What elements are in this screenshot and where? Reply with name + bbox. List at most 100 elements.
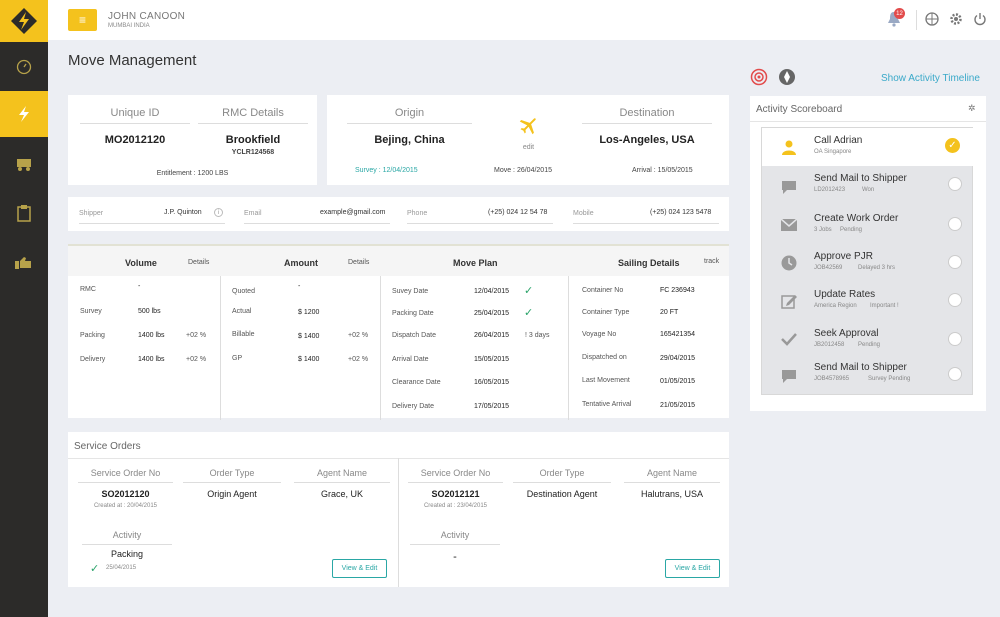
shipper-label: Shipper (79, 210, 104, 217)
sailing-row-value: 20 FT (660, 309, 679, 316)
app-logo[interactable] (0, 0, 48, 42)
amount-row-delta: +02 % (348, 356, 369, 363)
top-bar: ≡ JOHN CANOON MUMBAI INDIA 12 (48, 0, 1000, 40)
activity-item[interactable]: Call Adrian OA Singapore ✓ (762, 128, 974, 166)
target-button[interactable] (750, 68, 768, 86)
activity-title: Send Mail to Shipper (814, 362, 907, 373)
rmc-code: YCLR124568 (231, 149, 275, 156)
divider (220, 276, 221, 420)
agent-name: Grace, UK (320, 489, 363, 499)
activity-title: Create Work Order (814, 213, 899, 224)
activity-radio[interactable] (948, 217, 962, 231)
summary-card: Unique ID MO2012120 RMC Details Brookfie… (68, 95, 317, 185)
survey-date: Survey : 12/04/2015 (355, 167, 418, 174)
mobile-label: Mobile (573, 210, 594, 217)
phone-value[interactable]: (+25) 024 12 54 78 (488, 209, 548, 216)
order-created: Created at : 23/04/2015 (423, 503, 488, 509)
nav-dashboard[interactable] (0, 44, 48, 90)
gear-icon[interactable]: ✲ (968, 103, 976, 113)
plan-row-value: 16/05/2015 (474, 379, 510, 386)
activity-sub: America Region (814, 303, 857, 309)
origin-value: Bejing, China (374, 134, 445, 146)
order-activity: Packing (110, 549, 144, 559)
activity-radio[interactable] (948, 367, 962, 381)
move-plan-title: Move Plan (453, 258, 498, 268)
sailing-row-value: 165421354 (660, 331, 696, 338)
order-activity-date: 25/04/2015 (106, 565, 137, 571)
activity-item[interactable]: Update Rates America Region Important ! (762, 280, 974, 318)
volume-row-value: 500 lbs (138, 308, 161, 315)
activity-tag: Important ! (870, 303, 899, 309)
entitlement: Entitlement : 1200 LBS (156, 170, 229, 177)
gauge-icon (16, 59, 32, 75)
compass-button[interactable] (778, 68, 796, 86)
origin-label: Origin (347, 107, 472, 124)
activity-radio[interactable] (948, 177, 962, 191)
activity-item[interactable]: Approve PJR JOB42569 Delayed 3 hrs (762, 242, 974, 280)
show-timeline-link[interactable]: Show Activity Timeline (881, 73, 980, 84)
order-type-label: Order Type (513, 468, 611, 483)
activity-item[interactable]: Seek Approval JB2012458 Pending (762, 319, 974, 357)
divider (750, 121, 986, 122)
completed-check-icon[interactable]: ✓ (945, 138, 960, 153)
menu-button[interactable]: ≡ (68, 9, 97, 31)
activity-title: Seek Approval (814, 328, 879, 339)
order-activity: - (453, 551, 457, 563)
activity-label: Activity (410, 530, 500, 545)
sailing-row-value: 21/05/2015 (660, 402, 696, 409)
nav-transport[interactable] (0, 141, 48, 187)
service-orders-card: Service Orders Service Order No SO201212… (68, 432, 729, 587)
info-icon[interactable]: i (214, 208, 223, 217)
target-icon (750, 68, 768, 86)
nav-feedback[interactable] (0, 240, 48, 286)
chat-icon (780, 367, 798, 385)
page-title: Move Management (68, 52, 197, 69)
shipper-value[interactable]: J.P. Quinton (164, 209, 202, 216)
volume-details-link[interactable]: Details (188, 259, 210, 266)
nav-moves[interactable] (0, 91, 48, 137)
shipper-underline (79, 223, 225, 224)
agent-name-label: Agent Name (294, 468, 390, 483)
divider (398, 458, 399, 587)
sidebar (0, 0, 48, 617)
lightning-icon (19, 106, 29, 122)
amount-details-link[interactable]: Details (348, 259, 370, 266)
email-value[interactable]: example@gmail.com (320, 209, 386, 216)
details-card: Volume Details RMC - Survey 500 lbs Pack… (68, 244, 729, 420)
phone-label: Phone (407, 210, 428, 217)
hamburger-icon: ≡ (78, 13, 86, 27)
power-button[interactable] (972, 11, 988, 27)
mobile-value[interactable]: (+25) 024 123 5478 (650, 209, 712, 216)
view-edit-button[interactable]: View & Edit (665, 559, 720, 578)
clock-icon (780, 254, 798, 272)
activity-radio[interactable] (948, 255, 962, 269)
amount-row-label: GP (232, 355, 243, 362)
settings-button[interactable] (948, 11, 964, 27)
edit-route[interactable]: edit (511, 113, 546, 151)
scoreboard-title: Activity Scoreboard (756, 104, 843, 115)
check-icon: ✓ (90, 563, 100, 575)
sailing-row-label: Voyage No (582, 331, 617, 338)
view-edit-button[interactable]: View & Edit (332, 559, 387, 578)
activity-item[interactable]: Send Mail to Shipper JOB4578965 Survey P… (762, 356, 974, 394)
order-created: Created at : 20/04/2015 (93, 503, 158, 509)
plan-row-label: Dispatch Date (392, 332, 436, 339)
activity-title: Update Rates (814, 289, 876, 300)
topbar-divider (916, 10, 917, 30)
activity-scoreboard: Activity Scoreboard ✲ Call Adrian OA Sin… (750, 96, 986, 411)
destination-value: Los-Angeles, USA (599, 134, 695, 146)
edit-label: edit (522, 144, 535, 151)
nav-reports[interactable] (0, 190, 48, 236)
activity-item[interactable]: Create Work Order 3 Jobs Pending (762, 204, 974, 242)
amount-row-delta: +02 % (348, 332, 369, 339)
globe-icon (925, 12, 939, 26)
details-header (68, 246, 729, 276)
activity-radio[interactable] (948, 293, 962, 307)
thumbs-icon (15, 257, 31, 269)
activity-radio[interactable] (948, 332, 962, 346)
activity-item[interactable]: Send Mail to Shipper LD2012423 Won (762, 166, 974, 204)
globe-button[interactable] (924, 11, 940, 27)
mobile-underline (573, 223, 719, 224)
chat-icon (780, 178, 798, 196)
track-link[interactable]: track (704, 258, 720, 265)
